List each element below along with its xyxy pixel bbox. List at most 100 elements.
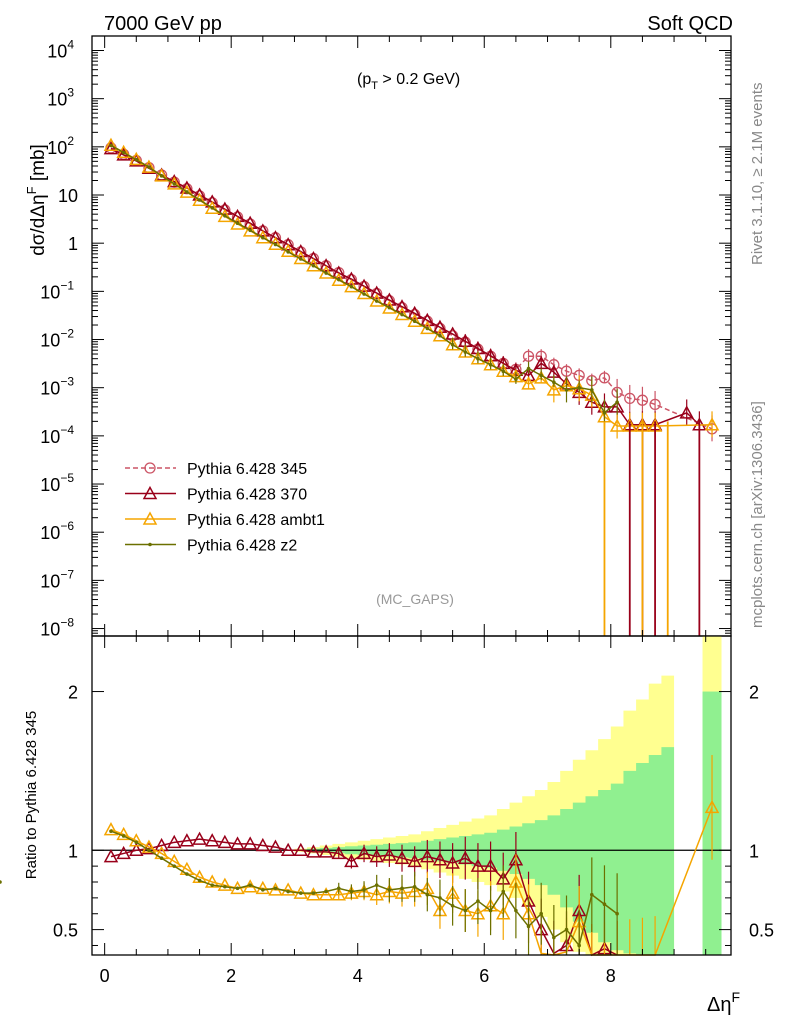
ratio-point-z2 <box>552 935 556 940</box>
legend-label-p345: Pythia 6.428 345 <box>187 461 307 478</box>
point-p370 <box>230 208 245 223</box>
point-p370 <box>432 319 448 333</box>
point-ambt1 <box>268 236 283 251</box>
point-z2 <box>185 190 189 194</box>
y-tick-label: 1 <box>68 234 78 254</box>
ratio-point-z2 <box>362 888 366 892</box>
cut-post: > 0.2 GeV) <box>378 71 460 88</box>
rivet-label: Rivet 3.1.10, ≥ 2.1M events <box>749 83 766 266</box>
point-ambt1 <box>445 337 460 351</box>
point-p345 <box>624 392 636 405</box>
legend-item-z2: Pythia 6.428 z2 <box>125 538 297 555</box>
series-p370 <box>103 141 707 438</box>
ratio-point-p370 <box>432 852 448 866</box>
ratio-point-z2 <box>590 892 594 897</box>
ratio-point-ambt1 <box>217 877 233 891</box>
ratio-point-z2 <box>172 864 177 868</box>
ratio-point-z2 <box>438 896 442 900</box>
point-z2 <box>223 214 227 218</box>
y-axis-label: dσ/dΔηF [mb] <box>24 144 49 256</box>
legend-marker-z2 <box>148 542 152 547</box>
point-p370 <box>344 271 359 285</box>
point-z2 <box>362 292 366 296</box>
point-z2 <box>590 388 594 392</box>
point-ambt1 <box>103 137 119 151</box>
point-z2 <box>539 373 543 378</box>
main-plot: 10410310210110−110−210−310−410−510−610−7… <box>40 35 732 640</box>
point-p370 <box>356 278 372 292</box>
x-tick-label: 8 <box>606 966 616 986</box>
ratio-point-z2 <box>197 878 202 883</box>
ratio-point-p370 <box>116 845 131 860</box>
point-z2 <box>602 411 607 415</box>
point-p370 <box>242 215 258 229</box>
ratio-point-ambt1 <box>204 874 220 888</box>
point-z2 <box>488 362 493 367</box>
ratio-point-p370 <box>242 836 258 850</box>
point-z2 <box>109 143 113 148</box>
point-z2 <box>412 319 417 324</box>
ratio-point-ambt1 <box>318 887 334 901</box>
cut-pre: (p <box>357 71 371 88</box>
ratio-point-z2 <box>121 834 126 838</box>
point-p370 <box>280 237 296 251</box>
ratio-point-z2 <box>223 884 227 889</box>
ratio-point-p370 <box>344 853 359 868</box>
ratio-point-z2 <box>311 891 316 895</box>
point-ambt1 <box>420 320 435 335</box>
y-tick-label: 10 <box>58 186 78 206</box>
ratio-point-p370 <box>166 834 182 849</box>
y-tick-label: 10−4 <box>40 423 74 447</box>
ratio-point-z2 <box>476 899 480 903</box>
ratio-point-z2 <box>210 883 215 887</box>
series-p345 <box>105 142 718 442</box>
point-ambt1 <box>546 382 562 396</box>
ratio-point-ambt1 <box>306 887 321 901</box>
header-left: 7000 GeV pp <box>104 13 222 35</box>
point-p345 <box>421 315 433 327</box>
ratio-point-z2 <box>298 891 303 895</box>
point-ambt1 <box>204 200 220 215</box>
header-right: Soft QCD <box>647 13 733 35</box>
point-z2 <box>552 380 556 385</box>
point-ambt1 <box>495 363 511 377</box>
point-z2 <box>526 366 531 371</box>
ratio-point-z2 <box>147 848 151 853</box>
ratio-point-z2 <box>425 892 430 897</box>
ratio-point-z2 <box>501 889 506 894</box>
ratio-point-ambt1 <box>331 887 347 901</box>
ratio-point-z2 <box>324 889 328 894</box>
point-ambt1 <box>179 184 195 198</box>
point-z2 <box>261 235 265 240</box>
ratio-point-z2 <box>564 927 569 932</box>
point-ambt1 <box>192 192 207 206</box>
point-z2 <box>235 221 240 225</box>
point-z2 <box>450 342 455 347</box>
point-z2 <box>577 385 581 390</box>
point-ambt1 <box>217 208 233 223</box>
ratio-point-z2 <box>463 908 468 913</box>
ratio-point-p370 <box>306 844 321 858</box>
y-tick-label: 10−6 <box>40 519 74 543</box>
ratio-point-z2 <box>336 886 341 891</box>
point-ambt1 <box>344 279 359 293</box>
ratio-point-z2 <box>400 886 404 891</box>
legend-marker-ambt1 <box>142 511 158 525</box>
ratio-point-p370 <box>382 847 397 861</box>
legend: Pythia 6.428 345 Pythia 6.428 370 Pythia 6… <box>125 461 325 555</box>
point-ambt1 <box>609 418 625 432</box>
legend-item-p370: Pythia 6.428 370 <box>125 485 307 504</box>
ratio-point-ambt1 <box>495 906 511 920</box>
point-ambt1 <box>306 258 321 272</box>
ratio-y-tick-label-right: 1 <box>749 841 759 861</box>
point-z2 <box>336 277 341 282</box>
point-p370 <box>369 285 384 299</box>
ratio-point-z2 <box>450 904 455 908</box>
x-tick-label: 6 <box>479 966 489 986</box>
point-z2 <box>147 165 151 169</box>
point-p345 <box>649 398 661 411</box>
ratio-point-z2 <box>286 889 290 894</box>
point-ambt1 <box>704 417 720 431</box>
legend-label-p370: Pythia 6.428 370 <box>187 487 307 504</box>
